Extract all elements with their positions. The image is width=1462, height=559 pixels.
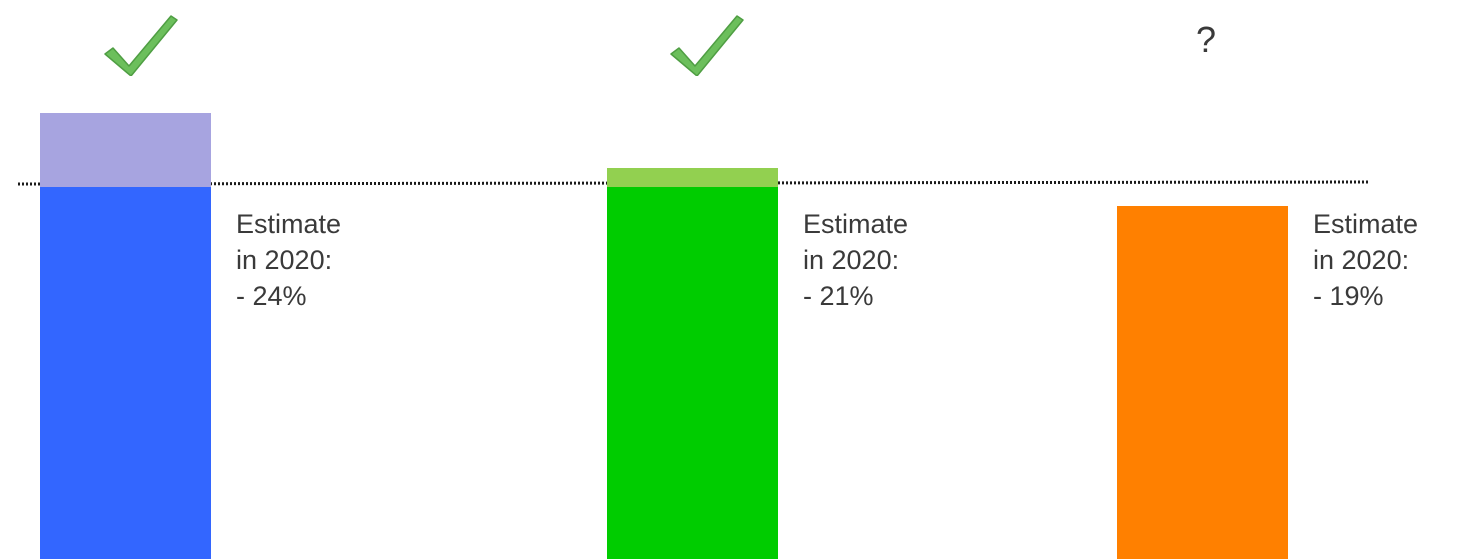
bar-3 (1117, 205, 1288, 559)
bar-1 (40, 112, 211, 559)
check-icon (101, 10, 179, 81)
check-icon (667, 10, 745, 81)
estimate-label-3-line2: in 2020: (1313, 245, 1410, 275)
bar-2 (607, 168, 778, 559)
estimate-label-1-value: - 24% (236, 281, 307, 311)
estimate-label-1: Estimate in 2020: - 24% (236, 206, 341, 314)
estimate-label-1-line2: in 2020: (236, 245, 333, 275)
estimate-label-3: Estimate in 2020: - 19% (1313, 206, 1418, 314)
bar-3-main-segment (1117, 205, 1288, 559)
bar-1-main-segment (40, 186, 211, 559)
estimate-label-1-line1: Estimate (236, 209, 342, 239)
estimate-label-2: Estimate in 2020: - 21% (803, 206, 908, 314)
question-mark: ? (1196, 19, 1217, 60)
estimate-label-3-line1: Estimate (1313, 209, 1419, 239)
estimate-label-3-value: - 19% (1313, 281, 1384, 311)
bar-2-main-segment (607, 186, 778, 559)
estimate-label-2-value: - 21% (803, 281, 874, 311)
estimate-label-2-line1: Estimate (803, 209, 909, 239)
estimate-label-2-line2: in 2020: (803, 245, 900, 275)
bar-1-excess-segment (40, 112, 211, 187)
bar-2-excess-segment (607, 168, 778, 187)
